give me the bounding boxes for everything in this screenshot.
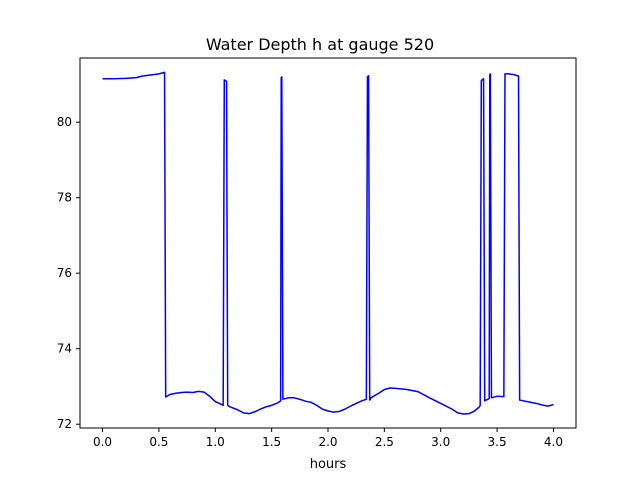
x-tick-label: 4.0	[544, 435, 563, 449]
x-axis-label: hours	[310, 457, 347, 472]
x-tick-label: 1.5	[262, 435, 281, 449]
x-tick-label: 3.5	[488, 435, 507, 449]
y-tick-label: 74	[57, 342, 72, 356]
y-tick-label: 78	[57, 191, 72, 205]
series-line-0	[102, 71, 554, 415]
y-tick-label: 76	[57, 266, 72, 280]
x-tick-label: 0.0	[93, 435, 112, 449]
x-tick-label: 3.0	[431, 435, 450, 449]
y-tick-label: 80	[57, 115, 72, 129]
x-tick-label: 0.5	[149, 435, 168, 449]
y-tick-label: 72	[57, 417, 72, 431]
x-tick-label: 1.0	[206, 435, 225, 449]
x-tick-label: 2.5	[375, 435, 394, 449]
x-tick-label: 2.0	[318, 435, 337, 449]
chart-title: Water Depth h at gauge 520	[206, 35, 434, 54]
plot-area: 0.0 0.5 1.0 1.5 2.0 2.5 3.0 3.5 4.0 72 74 76 78 80	[57, 57, 577, 449]
